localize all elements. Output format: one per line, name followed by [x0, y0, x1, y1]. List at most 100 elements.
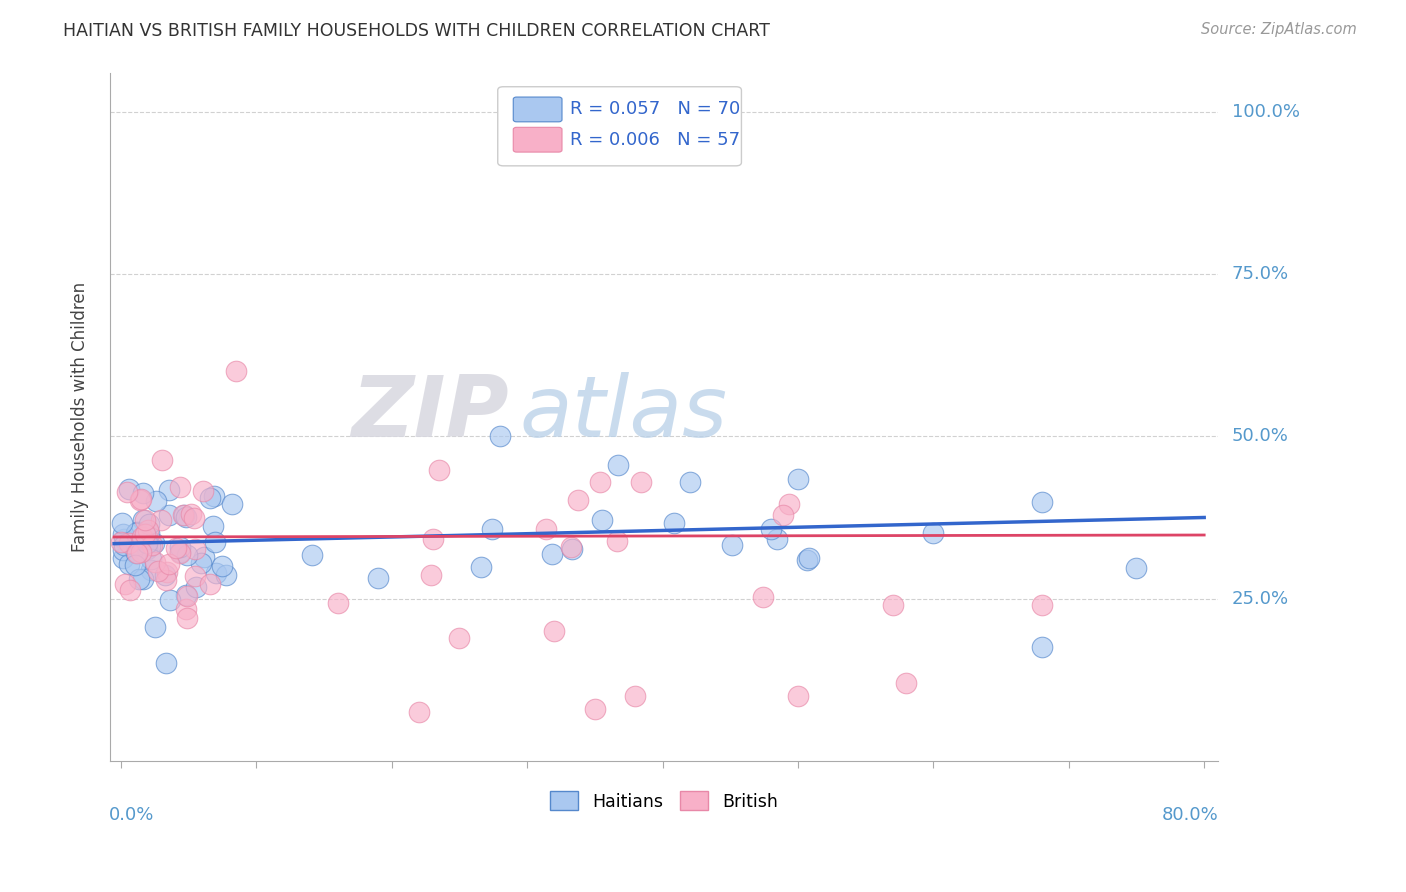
- Text: 50.0%: 50.0%: [1232, 427, 1288, 445]
- Point: [129, 491, 152, 506]
- Point: [157, 483, 180, 498]
- Point: [173, 508, 195, 522]
- Point: [111, 527, 134, 541]
- Point: [470, 559, 492, 574]
- Point: [118, 558, 141, 572]
- Point: [184, 580, 207, 594]
- Point: [201, 518, 224, 533]
- Point: [120, 583, 142, 598]
- Point: [155, 574, 177, 588]
- Point: [797, 550, 820, 565]
- Point: [606, 533, 628, 548]
- Point: [118, 536, 141, 550]
- Text: 80.0%: 80.0%: [1163, 805, 1219, 823]
- FancyBboxPatch shape: [498, 87, 741, 166]
- Point: [114, 532, 136, 546]
- Point: [150, 453, 173, 467]
- Point: [143, 555, 166, 569]
- Point: [169, 545, 191, 559]
- Point: [301, 548, 323, 562]
- Point: [198, 491, 221, 506]
- Point: [174, 602, 197, 616]
- Point: [225, 364, 247, 378]
- Point: [172, 508, 194, 522]
- Point: [215, 568, 238, 582]
- Point: [131, 572, 153, 586]
- Point: [180, 507, 202, 521]
- Point: [134, 527, 156, 541]
- Text: ZIP: ZIP: [352, 372, 509, 455]
- Point: [752, 590, 775, 604]
- Point: [191, 483, 214, 498]
- Point: [541, 547, 564, 561]
- Point: [128, 572, 150, 586]
- Point: [114, 576, 136, 591]
- Point: [176, 549, 198, 563]
- Point: [125, 525, 148, 540]
- Point: [150, 513, 173, 527]
- Text: HAITIAN VS BRITISH FAMILY HOUSEHOLDS WITH CHILDREN CORRELATION CHART: HAITIAN VS BRITISH FAMILY HOUSEHOLDS WIT…: [63, 22, 770, 40]
- Point: [1125, 561, 1147, 575]
- Point: [427, 463, 450, 477]
- Point: [1031, 495, 1053, 509]
- Point: [561, 541, 583, 556]
- Point: [139, 563, 162, 577]
- Y-axis label: Family Households with Children: Family Households with Children: [72, 282, 89, 552]
- Point: [606, 458, 628, 473]
- Point: [1031, 598, 1053, 612]
- Point: [184, 541, 207, 556]
- Point: [155, 565, 177, 579]
- Point: [560, 541, 582, 555]
- Text: 100.0%: 100.0%: [1232, 103, 1299, 121]
- Point: [198, 577, 221, 591]
- Point: [157, 508, 180, 522]
- Point: [145, 494, 167, 508]
- Point: [591, 513, 613, 527]
- Point: [169, 546, 191, 560]
- Point: [184, 569, 207, 583]
- Text: Source: ZipAtlas.com: Source: ZipAtlas.com: [1201, 22, 1357, 37]
- Point: [142, 536, 165, 550]
- Point: [193, 550, 215, 565]
- Point: [204, 535, 226, 549]
- Point: [131, 530, 153, 544]
- Text: 75.0%: 75.0%: [1232, 265, 1289, 283]
- Point: [1031, 640, 1053, 655]
- Point: [176, 611, 198, 625]
- Point: [796, 553, 818, 567]
- Point: [159, 592, 181, 607]
- Point: [408, 705, 430, 719]
- Point: [143, 620, 166, 634]
- Point: [367, 571, 389, 585]
- Point: [139, 552, 162, 566]
- Point: [489, 429, 512, 443]
- Point: [221, 497, 243, 511]
- Point: [135, 536, 157, 550]
- Point: [882, 598, 904, 612]
- Point: [176, 589, 198, 603]
- Text: 0.0%: 0.0%: [110, 805, 155, 823]
- Point: [721, 538, 744, 552]
- Point: [138, 539, 160, 553]
- Point: [787, 689, 810, 703]
- Point: [141, 538, 163, 552]
- Point: [155, 657, 177, 671]
- Point: [169, 540, 191, 554]
- Point: [630, 475, 652, 489]
- Point: [127, 546, 149, 560]
- Point: [765, 532, 787, 546]
- Point: [110, 534, 132, 549]
- Point: [589, 475, 612, 489]
- Point: [211, 559, 233, 574]
- Point: [132, 513, 155, 527]
- Point: [134, 513, 156, 527]
- Point: [138, 516, 160, 531]
- Point: [125, 524, 148, 539]
- Point: [662, 516, 685, 531]
- Point: [420, 568, 443, 582]
- Point: [118, 482, 141, 496]
- Point: [896, 676, 918, 690]
- Point: [190, 556, 212, 570]
- Point: [146, 565, 169, 579]
- Point: [328, 596, 350, 610]
